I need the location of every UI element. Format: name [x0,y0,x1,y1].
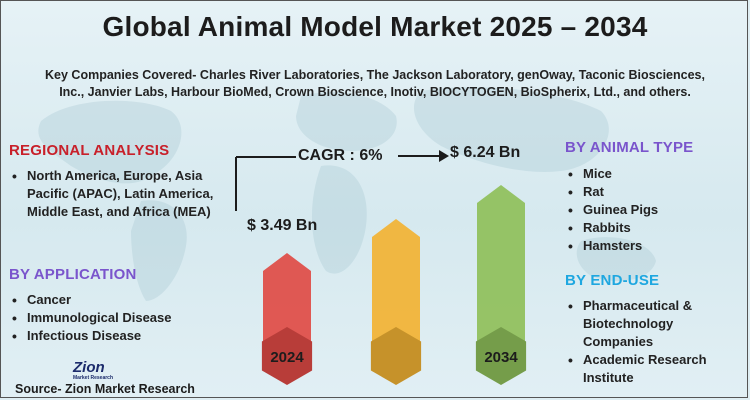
cagr-label: CAGR : 6% [298,147,383,164]
cagr-arrow-head [439,150,449,162]
list-item: Rabbits [565,219,735,237]
list-item: Pharmaceutical & Biotechnology Companies [565,297,743,351]
list-item: Hamsters [565,237,735,255]
end-use-list: Pharmaceutical & Biotechnology Companies… [565,297,743,387]
bar-2034 [477,185,525,346]
value-label-2034: $ 6.24 Bn [450,144,521,161]
animal-type-list: Mice Rat Guinea Pigs Rabbits Hamsters [565,165,735,255]
application-list: Cancer Immunological Disease Infectious … [9,291,229,345]
logo-subtext: Market Research [73,375,114,381]
by-end-use-heading: BY END-USE [565,272,660,289]
regional-list: North America, Europe, Asia Pacific (APA… [9,167,219,221]
bar-mid [372,219,420,346]
key-companies-text: Key Companies Covered- Charles River Lab… [45,68,705,99]
bar-2024 [263,253,311,346]
list-item: Immunological Disease [9,309,229,327]
category-label-2034: 2034 [484,349,518,366]
source-text: Source- Zion Market Research [15,382,195,396]
hexagon-base-2024 [261,327,313,385]
by-application-heading: BY APPLICATION [9,266,137,283]
category-label-2024: 2024 [270,349,304,366]
list-item: North America, Europe, Asia Pacific (APA… [9,167,219,221]
hexagon-base-mid [370,327,422,385]
market-chart: 2024 2034 CAGR : 6% $ 3.49 Bn $ 6.24 Bn [231,141,561,391]
list-item: Mice [565,165,735,183]
market-chart-svg: 2024 2034 [235,150,527,385]
by-animal-type-heading: BY ANIMAL TYPE [565,139,694,156]
regional-analysis-heading: REGIONAL ANALYSIS [9,142,170,159]
hexagon-base-2034 [475,327,527,385]
list-item: Rat [565,183,735,201]
logo-word: Zion [73,359,105,376]
list-item: Guinea Pigs [565,201,735,219]
list-item: Cancer [9,291,229,309]
list-item: Academic Research Institute [565,351,743,387]
zion-logo: Zion Market Research [63,359,123,385]
list-item: Infectious Disease [9,327,229,345]
page-title: Global Animal Model Market 2025 – 2034 [102,11,648,42]
value-label-2024: $ 3.49 Bn [247,217,318,234]
